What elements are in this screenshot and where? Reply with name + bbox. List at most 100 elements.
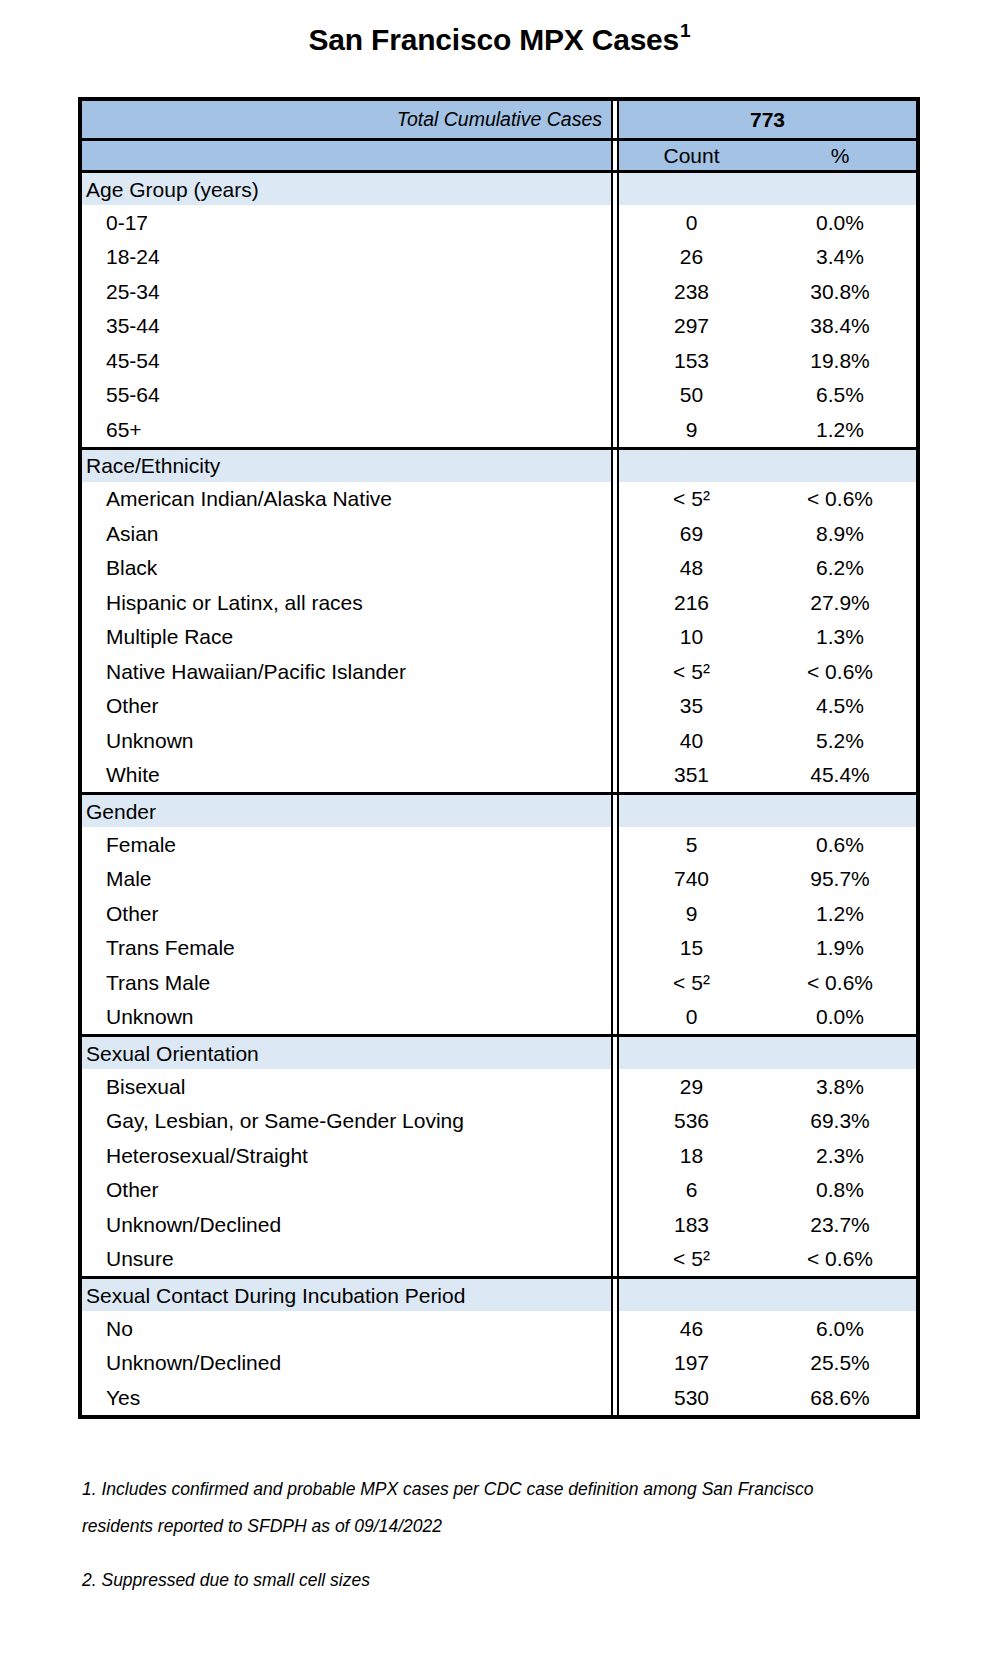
count-cell: 297 bbox=[619, 309, 764, 344]
row-label: 55-64 bbox=[82, 378, 611, 413]
row-label: 45-54 bbox=[82, 343, 611, 378]
column-divider bbox=[611, 1037, 619, 1069]
column-divider bbox=[611, 1279, 619, 1311]
section-header-spacer bbox=[619, 1037, 916, 1069]
column-divider bbox=[611, 141, 619, 170]
percent-cell: 68.6% bbox=[764, 1380, 916, 1415]
percent-cell: 23.7% bbox=[764, 1207, 916, 1242]
column-divider bbox=[611, 412, 619, 447]
total-cumulative-cases-label: Total Cumulative Cases bbox=[82, 101, 611, 138]
count-cell: < 5² bbox=[619, 965, 764, 1000]
percent-cell: 69.3% bbox=[764, 1104, 916, 1139]
row-label: Other bbox=[82, 1173, 611, 1208]
column-divider bbox=[611, 827, 619, 862]
row-label: Bisexual bbox=[82, 1069, 611, 1104]
column-divider bbox=[611, 1207, 619, 1242]
percent-cell: 5.2% bbox=[764, 723, 916, 758]
column-divider bbox=[611, 689, 619, 724]
column-divider bbox=[611, 1242, 619, 1277]
table-row: 65+91.2% bbox=[82, 412, 916, 447]
column-divider bbox=[611, 343, 619, 378]
table-row: 55-64506.5% bbox=[82, 378, 916, 413]
percent-cell: < 0.6% bbox=[764, 482, 916, 517]
table-body: Age Group (years)0-1700.0%18-24263.4%25-… bbox=[82, 170, 916, 1415]
row-label: Yes bbox=[82, 1380, 611, 1415]
column-divider bbox=[611, 896, 619, 931]
percent-cell: 6.0% bbox=[764, 1311, 916, 1346]
percent-cell: 0.6% bbox=[764, 827, 916, 862]
table-row: Unknown405.2% bbox=[82, 723, 916, 758]
percent-cell: 8.9% bbox=[764, 516, 916, 551]
column-divider bbox=[611, 1138, 619, 1173]
percent-cell: 6.2% bbox=[764, 551, 916, 586]
table-row: Multiple Race101.3% bbox=[82, 620, 916, 655]
count-cell: 18 bbox=[619, 1138, 764, 1173]
section-header-row: Gender bbox=[82, 792, 916, 827]
count-column-header: Count bbox=[619, 141, 764, 170]
column-divider bbox=[611, 101, 619, 138]
row-label: Unknown bbox=[82, 723, 611, 758]
table-row: Other354.5% bbox=[82, 689, 916, 724]
row-label: Female bbox=[82, 827, 611, 862]
count-cell: 530 bbox=[619, 1380, 764, 1415]
percent-cell: < 0.6% bbox=[764, 654, 916, 689]
row-label: American Indian/Alaska Native bbox=[82, 482, 611, 517]
column-divider bbox=[611, 1311, 619, 1346]
column-divider bbox=[611, 654, 619, 689]
count-cell: 0 bbox=[619, 1000, 764, 1035]
table-row: Hispanic or Latinx, all races21627.9% bbox=[82, 585, 916, 620]
percent-cell: 38.4% bbox=[764, 309, 916, 344]
table-row: Trans Female151.9% bbox=[82, 931, 916, 966]
percent-cell: 4.5% bbox=[764, 689, 916, 724]
table-row: White35145.4% bbox=[82, 758, 916, 793]
percent-cell: 3.8% bbox=[764, 1069, 916, 1104]
section-label: Age Group (years) bbox=[82, 173, 611, 205]
row-label: Trans Male bbox=[82, 965, 611, 1000]
row-label: Trans Female bbox=[82, 931, 611, 966]
column-divider bbox=[611, 585, 619, 620]
percent-cell: 0.8% bbox=[764, 1173, 916, 1208]
count-cell: 26 bbox=[619, 240, 764, 275]
column-divider bbox=[611, 1346, 619, 1381]
percent-cell: 1.9% bbox=[764, 931, 916, 966]
table-row: Female50.6% bbox=[82, 827, 916, 862]
table-row: Trans Male< 5²< 0.6% bbox=[82, 965, 916, 1000]
percent-cell: 45.4% bbox=[764, 758, 916, 793]
row-label: Unknown bbox=[82, 1000, 611, 1035]
percent-cell: 30.8% bbox=[764, 274, 916, 309]
column-divider bbox=[611, 516, 619, 551]
column-header-row: Count % bbox=[82, 138, 916, 170]
section-header-row: Sexual Contact During Incubation Period bbox=[82, 1276, 916, 1311]
page-title: San Francisco MPX Cases1 bbox=[78, 22, 920, 57]
total-cases-header-row: Total Cumulative Cases 773 bbox=[82, 101, 916, 138]
count-cell: 15 bbox=[619, 931, 764, 966]
table-row: American Indian/Alaska Native< 5²< 0.6% bbox=[82, 482, 916, 517]
table-row: 18-24263.4% bbox=[82, 240, 916, 275]
row-label: No bbox=[82, 1311, 611, 1346]
column-divider bbox=[611, 758, 619, 793]
row-label: Unsure bbox=[82, 1242, 611, 1277]
row-label: Asian bbox=[82, 516, 611, 551]
table-row: 35-4429738.4% bbox=[82, 309, 916, 344]
column-divider bbox=[611, 551, 619, 586]
page-title-text: San Francisco MPX Cases bbox=[309, 23, 680, 56]
table-row: Asian698.9% bbox=[82, 516, 916, 551]
table-row: Unsure< 5²< 0.6% bbox=[82, 1242, 916, 1277]
table-row: Gay, Lesbian, or Same-Gender Loving53669… bbox=[82, 1104, 916, 1139]
percent-cell: < 0.6% bbox=[764, 965, 916, 1000]
section-header-spacer bbox=[619, 173, 916, 205]
row-label: Heterosexual/Straight bbox=[82, 1138, 611, 1173]
table-row: Other91.2% bbox=[82, 896, 916, 931]
percent-cell: 0.0% bbox=[764, 205, 916, 240]
percent-cell: 27.9% bbox=[764, 585, 916, 620]
footnotes: 1. Includes confirmed and probable MPX c… bbox=[82, 1471, 882, 1600]
column-divider bbox=[611, 378, 619, 413]
row-label: Unknown/Declined bbox=[82, 1346, 611, 1381]
section-header-spacer bbox=[619, 450, 916, 482]
section-label: Sexual Orientation bbox=[82, 1037, 611, 1069]
count-cell: 740 bbox=[619, 862, 764, 897]
row-label: 25-34 bbox=[82, 274, 611, 309]
section-header-spacer bbox=[619, 1279, 916, 1311]
table-row: Yes53068.6% bbox=[82, 1380, 916, 1415]
percent-cell: 95.7% bbox=[764, 862, 916, 897]
